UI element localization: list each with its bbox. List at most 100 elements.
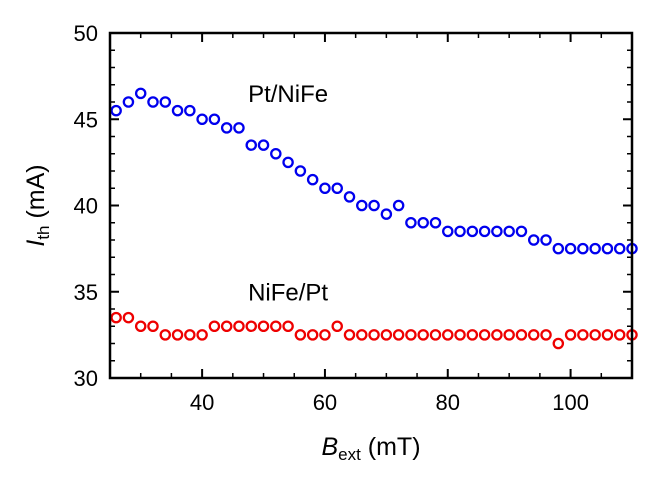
data-point bbox=[613, 242, 626, 255]
x-tick-label: 100 bbox=[552, 390, 589, 415]
data-point bbox=[392, 199, 405, 212]
data-point bbox=[184, 329, 196, 341]
data-point bbox=[319, 329, 331, 341]
data-point bbox=[306, 329, 319, 341]
data-point bbox=[577, 329, 589, 341]
data-point bbox=[122, 311, 135, 324]
x-tick-label: 40 bbox=[190, 390, 214, 415]
data-point bbox=[294, 329, 307, 341]
series-annotation: NiFe/Pt bbox=[248, 279, 328, 306]
data-point bbox=[515, 329, 528, 341]
data-point bbox=[196, 113, 208, 126]
data-point bbox=[245, 139, 257, 151]
data-point bbox=[368, 199, 380, 212]
x-tick-label: 80 bbox=[436, 390, 460, 415]
data-point bbox=[184, 104, 196, 117]
data-point bbox=[270, 147, 282, 160]
data-point bbox=[601, 329, 614, 341]
y-axis-symbol: I bbox=[22, 240, 50, 247]
data-point bbox=[134, 87, 147, 100]
y-axis-unit: (mA) bbox=[22, 164, 50, 218]
data-point bbox=[515, 225, 528, 238]
data-point bbox=[319, 182, 331, 194]
data-point bbox=[613, 329, 626, 341]
data-point bbox=[491, 225, 503, 238]
data-point bbox=[159, 96, 172, 108]
data-point bbox=[429, 216, 442, 229]
data-point bbox=[552, 337, 565, 350]
data-point bbox=[442, 329, 454, 341]
data-point bbox=[540, 329, 552, 341]
data-point bbox=[589, 242, 601, 255]
data-point bbox=[454, 329, 466, 341]
data-point bbox=[220, 320, 233, 332]
data-point bbox=[564, 329, 577, 341]
x-axis-label: Bext (mT) bbox=[321, 433, 420, 464]
data-point bbox=[233, 122, 245, 134]
data-point bbox=[134, 320, 147, 332]
data-point bbox=[527, 329, 540, 341]
data-point bbox=[282, 320, 294, 332]
x-axis-unit: (mT) bbox=[368, 433, 421, 461]
data-point bbox=[331, 182, 343, 194]
data-point bbox=[527, 234, 540, 246]
data-point bbox=[294, 165, 307, 177]
data-point bbox=[245, 320, 257, 332]
data-point bbox=[306, 173, 319, 186]
data-point bbox=[343, 191, 356, 203]
data-point bbox=[171, 329, 184, 341]
data-point bbox=[405, 329, 417, 341]
y-tick-label: 40 bbox=[74, 194, 98, 219]
data-point bbox=[220, 122, 233, 134]
data-point bbox=[454, 225, 466, 238]
y-tick-label: 45 bbox=[74, 107, 98, 132]
data-point bbox=[282, 156, 294, 169]
data-point bbox=[147, 320, 159, 332]
data-point bbox=[110, 104, 122, 117]
data-point bbox=[122, 96, 135, 108]
tick-labels: 40 60 80 100 30 35 40 45 50 bbox=[74, 21, 589, 415]
data-point bbox=[552, 242, 565, 255]
data-point bbox=[196, 329, 208, 341]
plot-frame bbox=[108, 31, 634, 380]
data-point bbox=[478, 225, 491, 238]
data-point bbox=[589, 329, 601, 341]
data-point bbox=[110, 311, 122, 324]
data-point bbox=[466, 329, 479, 341]
data-point bbox=[417, 216, 429, 229]
data-point bbox=[257, 139, 270, 151]
data-point bbox=[429, 329, 442, 341]
data-point bbox=[405, 216, 417, 229]
data-point bbox=[503, 225, 515, 238]
series-annotation: Pt/NiFe bbox=[248, 81, 328, 108]
data-point bbox=[466, 225, 479, 238]
data-point bbox=[380, 208, 393, 220]
data-point bbox=[147, 96, 159, 108]
minor-ticks bbox=[109, 33, 633, 378]
data-point bbox=[380, 329, 393, 341]
y-axis-label: Ith (mA) bbox=[22, 164, 53, 246]
data-point bbox=[257, 320, 270, 332]
data-point bbox=[540, 234, 552, 246]
x-axis-subscript: ext bbox=[338, 445, 361, 464]
y-tick-label: 35 bbox=[74, 280, 98, 305]
data-point bbox=[331, 320, 343, 332]
data-point bbox=[442, 225, 454, 238]
x-axis-symbol: B bbox=[321, 433, 338, 461]
data-point bbox=[478, 329, 491, 341]
y-tick-label: 30 bbox=[74, 366, 98, 391]
y-axis-subscript: th bbox=[34, 225, 53, 239]
data-point bbox=[417, 329, 429, 341]
data-point bbox=[503, 329, 515, 341]
data-point bbox=[208, 320, 221, 332]
y-tick-label: 50 bbox=[74, 21, 98, 46]
data-point bbox=[233, 320, 245, 332]
data-markers bbox=[110, 87, 638, 350]
data-point bbox=[564, 242, 577, 255]
major-ticks bbox=[110, 32, 632, 379]
data-point bbox=[356, 199, 368, 212]
data-point bbox=[208, 113, 221, 126]
data-point bbox=[368, 329, 380, 341]
data-point bbox=[171, 104, 184, 117]
